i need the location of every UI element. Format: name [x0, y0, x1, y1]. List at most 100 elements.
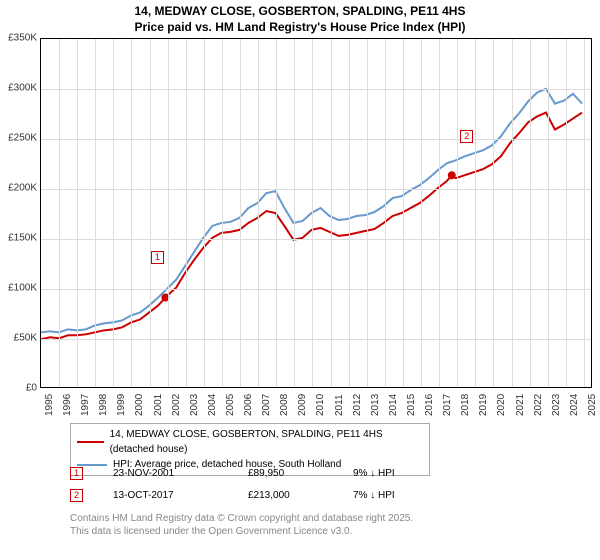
grid-line — [258, 39, 259, 387]
legend-row: 14, MEDWAY CLOSE, GOSBERTON, SPALDING, P… — [77, 427, 423, 457]
grid-line — [41, 89, 591, 90]
x-axis-label: 2002 — [171, 394, 182, 416]
grid-line — [222, 39, 223, 387]
grid-line — [566, 39, 567, 387]
x-axis-label: 2000 — [134, 394, 145, 416]
x-axis-label: 1997 — [80, 394, 91, 416]
grid-line — [548, 39, 549, 387]
grid-line — [41, 289, 591, 290]
x-axis-label: 2010 — [315, 394, 326, 416]
footer-text: Contains HM Land Registry data © Crown c… — [70, 512, 413, 538]
x-axis-label: 2001 — [153, 394, 164, 416]
price-point-label: 2 — [460, 130, 473, 143]
grid-line — [475, 39, 476, 387]
grid-line — [41, 139, 591, 140]
row-marker: 1 — [70, 467, 83, 480]
x-axis-label: 2007 — [261, 394, 272, 416]
x-axis-label: 2019 — [478, 394, 489, 416]
grid-line — [77, 39, 78, 387]
row-pct: 9% ↓ HPI — [353, 468, 433, 479]
x-axis-label: 2022 — [533, 394, 544, 416]
grid-line — [294, 39, 295, 387]
x-axis-label: 2018 — [460, 394, 471, 416]
grid-line — [240, 39, 241, 387]
table-row: 2 13-OCT-2017 £213,000 7% ↓ HPI — [70, 484, 433, 506]
x-axis-label: 2016 — [424, 394, 435, 416]
chart-title: 14, MEDWAY CLOSE, GOSBERTON, SPALDING, P… — [0, 0, 600, 35]
grid-line — [439, 39, 440, 387]
grid-line — [204, 39, 205, 387]
x-axis-label: 2004 — [207, 394, 218, 416]
y-axis-label: £0 — [26, 383, 37, 394]
grid-line — [530, 39, 531, 387]
grid-line — [403, 39, 404, 387]
legend-label: 14, MEDWAY CLOSE, GOSBERTON, SPALDING, P… — [110, 427, 423, 457]
grid-line — [367, 39, 368, 387]
grid-line — [421, 39, 422, 387]
grid-line — [168, 39, 169, 387]
x-axis-label: 2021 — [515, 394, 526, 416]
footer-line1: Contains HM Land Registry data © Crown c… — [70, 512, 413, 525]
grid-line — [385, 39, 386, 387]
row-price: £213,000 — [248, 490, 323, 501]
title-line2: Price paid vs. HM Land Registry's House … — [0, 20, 600, 36]
grid-line — [312, 39, 313, 387]
row-date: 13-OCT-2017 — [113, 490, 218, 501]
footer-line2: This data is licensed under the Open Gov… — [70, 525, 413, 538]
grid-line — [41, 189, 591, 190]
grid-line — [131, 39, 132, 387]
y-axis-label: £50K — [14, 333, 37, 344]
row-marker: 2 — [70, 489, 83, 502]
grid-line — [186, 39, 187, 387]
x-axis-label: 2008 — [279, 394, 290, 416]
x-axis-label: 2025 — [587, 394, 598, 416]
grid-line — [493, 39, 494, 387]
x-axis-label: 2009 — [297, 394, 308, 416]
grid-line — [457, 39, 458, 387]
price-point-label: 1 — [151, 251, 164, 264]
y-axis-label: £350K — [8, 33, 37, 44]
x-axis-label: 2017 — [442, 394, 453, 416]
x-axis-label: 2014 — [388, 394, 399, 416]
x-axis-label: 1995 — [44, 394, 55, 416]
y-axis-label: £250K — [8, 133, 37, 144]
x-axis-label: 1999 — [116, 394, 127, 416]
y-axis-label: £300K — [8, 83, 37, 94]
grid-line — [41, 339, 591, 340]
grid-line — [59, 39, 60, 387]
row-pct: 7% ↓ HPI — [353, 490, 433, 501]
x-axis-label: 2012 — [352, 394, 363, 416]
y-axis-label: £150K — [8, 233, 37, 244]
legend-swatch — [77, 441, 104, 443]
grid-line — [113, 39, 114, 387]
x-axis-label: 1998 — [98, 394, 109, 416]
row-date: 23-NOV-2001 — [113, 468, 218, 479]
grid-line — [331, 39, 332, 387]
row-price: £89,950 — [248, 468, 323, 479]
y-axis-label: £200K — [8, 183, 37, 194]
x-axis-label: 1996 — [62, 394, 73, 416]
grid-line — [349, 39, 350, 387]
x-axis-label: 2023 — [551, 394, 562, 416]
grid-line — [584, 39, 585, 387]
x-axis-label: 2005 — [225, 394, 236, 416]
chart-plot-area — [40, 38, 592, 388]
x-axis-label: 2024 — [569, 394, 580, 416]
grid-line — [512, 39, 513, 387]
grid-line — [276, 39, 277, 387]
grid-line — [150, 39, 151, 387]
x-axis-label: 2015 — [406, 394, 417, 416]
x-axis-label: 2006 — [243, 394, 254, 416]
chart-svg — [41, 39, 591, 387]
x-axis-label: 2003 — [189, 394, 200, 416]
grid-line — [95, 39, 96, 387]
table-row: 1 23-NOV-2001 £89,950 9% ↓ HPI — [70, 462, 433, 484]
x-axis-label: 2011 — [334, 394, 345, 416]
x-axis-label: 2020 — [496, 394, 507, 416]
price-point-marker — [448, 171, 456, 179]
grid-line — [41, 239, 591, 240]
data-table: 1 23-NOV-2001 £89,950 9% ↓ HPI 2 13-OCT-2017 £… — [70, 462, 433, 506]
x-axis-label: 2013 — [370, 394, 381, 416]
title-line1: 14, MEDWAY CLOSE, GOSBERTON, SPALDING, P… — [0, 4, 600, 20]
y-axis-label: £100K — [8, 283, 37, 294]
